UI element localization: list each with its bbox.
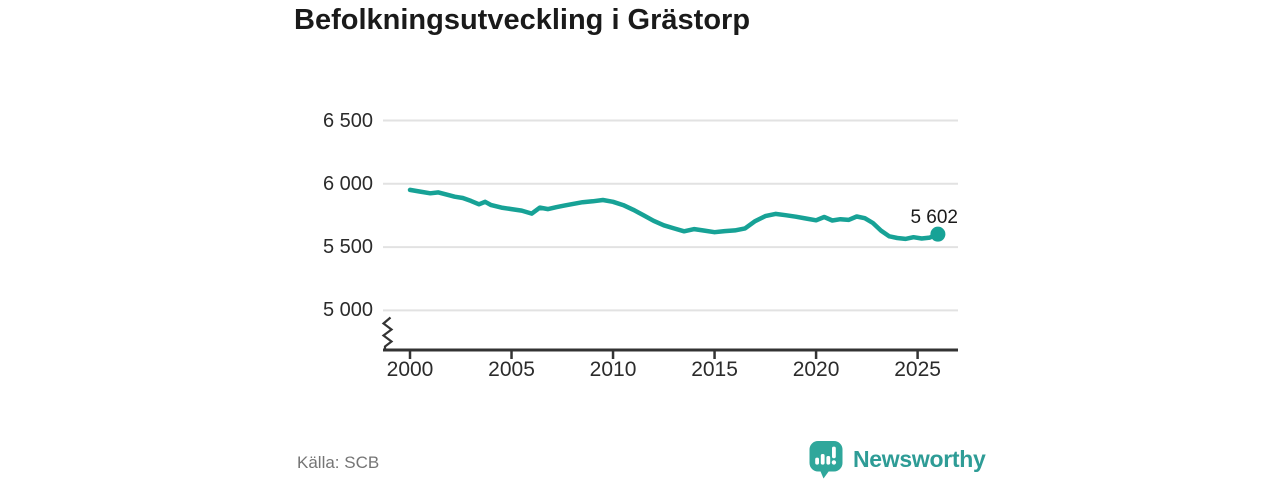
y-tick-label: 6 500 [322,109,373,132]
end-point-dot [930,226,946,242]
axis-break-icon [381,316,394,350]
y-tick-label: 5 000 [322,299,373,322]
x-tick-label: 2020 [792,358,840,381]
newsworthy-wordmark: Newsworthy [853,446,986,472]
y-tick-label: 6 000 [322,172,373,195]
population-line-series [407,187,941,242]
x-tick-label: 2025 [894,358,941,381]
y-tick-label: 5 500 [322,236,373,259]
newsworthy-bar-chart-speech-bubble-icon [809,441,843,479]
x-tick-label: 2005 [488,358,535,381]
source-label: Källa: SCB [297,453,380,472]
end-value-label: 5 602 [910,207,958,228]
x-tick-label: 2010 [589,358,637,381]
x-tick-label: 2000 [386,358,434,381]
chart-title: Befolkningsutveckling i Grästorp [294,4,751,36]
newsworthy-logo: Newsworthy [808,440,986,479]
x-tick-label: 2015 [691,358,738,381]
